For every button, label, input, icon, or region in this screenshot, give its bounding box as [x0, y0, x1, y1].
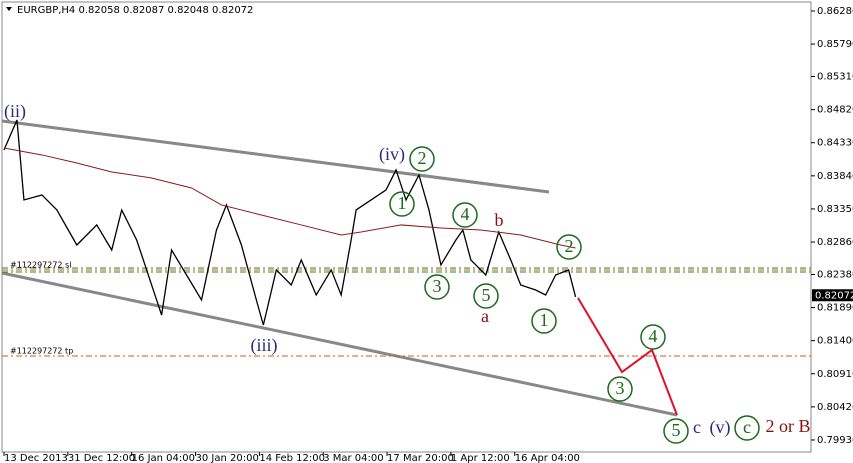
current-price-box [812, 289, 853, 302]
x-tick-label: 17 Mar 20:00 [387, 453, 454, 463]
wave-label: (v) [710, 417, 731, 438]
menu-arrow [6, 7, 12, 11]
price-line [3, 119, 577, 326]
wave-circle [663, 418, 689, 444]
wave-circle [424, 274, 450, 300]
wave-label: 3 [433, 276, 442, 296]
wave-label: c [743, 417, 751, 437]
x-tick-label: 1 Apr 12:00 [451, 453, 510, 463]
wave-label: (iii) [251, 335, 278, 356]
wave-label: b [495, 210, 504, 230]
wave-label: 2 [565, 236, 574, 256]
tp-label: #112297272 tp [10, 347, 73, 356]
wave-label: (iv) [379, 144, 405, 165]
channel-bottom [1, 271, 678, 417]
wave-label: a [481, 306, 489, 326]
sl-label: #112297272 sl [10, 261, 71, 270]
x-tick-label: 16 Jan 04:00 [132, 453, 195, 463]
wave-label: 5 [672, 420, 681, 440]
x-tick-label: 16 Apr 04:00 [515, 453, 580, 463]
wave-label: c [693, 417, 701, 437]
wave-circle [409, 146, 435, 172]
wave-label: 4 [649, 326, 658, 346]
wave-circle [556, 234, 582, 260]
x-tick-label: 13 Dec 2013 [4, 453, 68, 463]
x-tick-label: 3 Mar 04:00 [323, 453, 383, 463]
wave-label: 3 [616, 378, 625, 398]
wave-label: 2 or B [766, 416, 811, 436]
x-tick-label: 14 Feb 12:00 [259, 453, 325, 463]
wave-circle [473, 283, 499, 309]
wave-circle [607, 376, 633, 402]
wave-circle [640, 324, 666, 350]
x-tick-label: 31 Dec 12:00 [68, 453, 135, 463]
forecast-path [577, 297, 678, 416]
wave-label: 5 [482, 285, 491, 305]
wave-circle [452, 202, 478, 228]
wave-label: 1 [398, 193, 407, 213]
wave-label: 2 [418, 148, 427, 168]
current-price-label: 0.82072 [815, 290, 853, 301]
wave-circle [734, 415, 760, 441]
wave-circle [531, 308, 557, 334]
chart-title: EURGBP,H4 0.82058 0.82087 0.82048 0.8207… [17, 5, 253, 16]
wave-circle [389, 191, 415, 217]
plot-area [1, 1, 812, 453]
wave-label: 1 [540, 310, 549, 330]
price-line [3, 147, 576, 249]
wave-label: (ii) [4, 101, 26, 122]
wave-label: 4 [461, 204, 470, 224]
y-tick-label: 0.79930 [817, 435, 853, 446]
channel-top [1, 119, 550, 194]
x-tick-label: 30 Jan 20:00 [196, 453, 259, 463]
